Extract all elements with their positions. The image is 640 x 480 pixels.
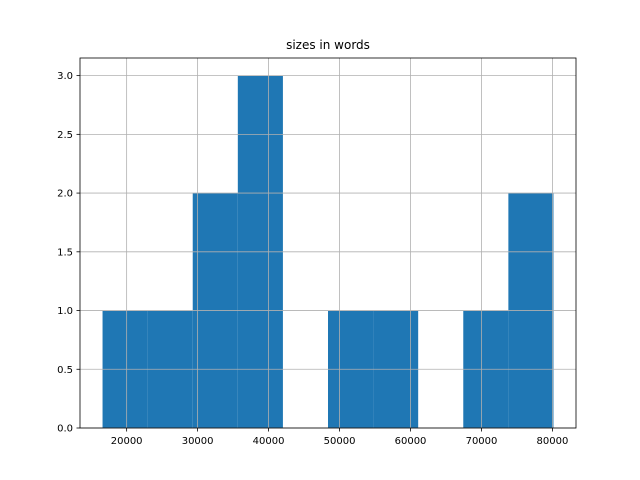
x-tick-label: 30000 [182,436,214,447]
y-tick-label: 0.5 [57,365,73,376]
x-tick-label: 60000 [395,436,427,447]
y-tick-label: 1.5 [57,247,73,258]
x-tick-label: 80000 [537,436,569,447]
x-tick-label: 40000 [253,436,285,447]
x-tick-label: 20000 [111,436,143,447]
x-tick-label: 50000 [324,436,356,447]
x-tick-label: 70000 [466,436,498,447]
y-tick-label: 3.0 [57,71,73,82]
chart-title: sizes in words [286,38,370,52]
y-tick-label: 1.0 [57,306,73,317]
y-tick-label: 0.0 [57,424,73,435]
plot-frame [79,57,577,429]
y-tick-label: 2.0 [57,189,73,200]
y-tick-label: 2.5 [57,130,73,141]
